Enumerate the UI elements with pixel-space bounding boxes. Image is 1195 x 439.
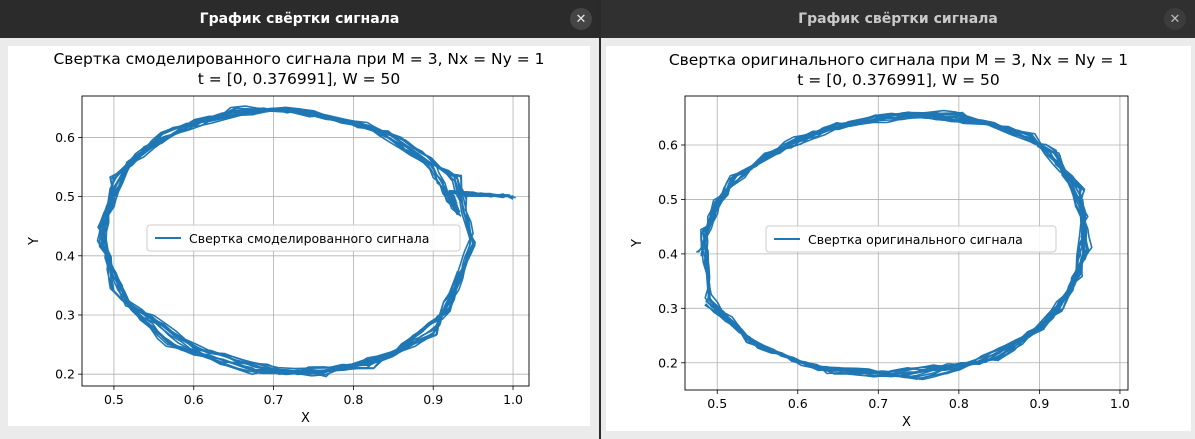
x-axis-label: X <box>301 411 310 426</box>
x-tick-label: 0.8 <box>949 396 969 411</box>
axes-frame <box>684 95 1129 391</box>
x-axis-label: X <box>902 415 911 430</box>
convolution-chart-simulated: Свертка смоделированного сигнала при M =… <box>27 50 545 426</box>
plot-window-simulated: График свёртки сигнала ✕ Свертка смодели… <box>0 0 599 439</box>
y-tick-label: 0.4 <box>55 248 75 263</box>
series-line <box>96 108 511 378</box>
y-tick-label: 0.6 <box>658 138 678 153</box>
chart-title-line1: Свертка смоделированного сигнала при M =… <box>53 50 544 68</box>
figure-canvas: Свертка смоделированного сигнала при M =… <box>8 46 590 426</box>
x-tick-label: 0.9 <box>1029 396 1049 411</box>
y-tick-label: 0.3 <box>55 307 75 322</box>
chart-title-line1: Свертка оригинального сигнала при M = 3,… <box>669 51 1128 69</box>
legend-label: Свертка смоделированного сигнала <box>189 231 429 246</box>
x-tick-label: 0.5 <box>104 392 124 407</box>
figure-canvas: Свертка оригинального сигнала при M = 3,… <box>606 46 1191 431</box>
x-tick-label: 0.8 <box>343 392 363 407</box>
title-bar[interactable]: График свёртки сигнала ✕ <box>601 0 1195 38</box>
close-icon[interactable]: ✕ <box>570 8 592 30</box>
y-tick-label: 0.2 <box>55 367 75 382</box>
title-bar[interactable]: График свёртки сигнала ✕ <box>0 0 599 38</box>
y-tick-label: 0.2 <box>658 355 678 370</box>
axes-frame <box>81 95 530 387</box>
close-icon[interactable]: ✕ <box>1164 8 1186 30</box>
y-tick-label: 0.3 <box>658 301 678 316</box>
x-tick-label: 0.7 <box>868 396 888 411</box>
convolution-chart-original: Свертка оригинального сигнала при M = 3,… <box>630 51 1130 430</box>
legend-box <box>765 225 1057 253</box>
x-tick-label: 1.0 <box>503 392 523 407</box>
legend-box <box>146 224 461 252</box>
x-tick-label: 0.7 <box>264 392 284 407</box>
y-tick-label: 0.5 <box>658 192 678 207</box>
legend-label: Свертка оригинального сигнала <box>808 232 1023 247</box>
window-title: График свёртки сигнала <box>798 11 998 27</box>
x-tick-label: 0.6 <box>184 392 204 407</box>
series-line <box>695 111 1090 380</box>
window-title: График свёртки сигнала <box>199 11 400 27</box>
chart-legend: Свертка смоделированного сигнала <box>146 224 461 252</box>
y-tick-label: 0.4 <box>658 246 678 261</box>
chart-title-line2: t = [0, 0.376991], W = 50 <box>198 70 400 88</box>
y-axis-label: Y <box>630 239 645 248</box>
y-tick-label: 0.6 <box>55 130 75 145</box>
chart-title-line2: t = [0, 0.376991], W = 50 <box>797 71 999 89</box>
x-tick-label: 0.5 <box>707 396 727 411</box>
plot-window-original: График свёртки сигнала ✕ Свертка оригина… <box>599 0 1195 439</box>
x-tick-label: 0.9 <box>423 392 443 407</box>
y-tick-label: 0.5 <box>55 189 75 204</box>
series-line <box>98 107 509 375</box>
x-tick-label: 1.0 <box>1110 396 1130 411</box>
y-axis-label: Y <box>27 237 42 246</box>
chart-legend: Свертка оригинального сигнала <box>765 225 1057 253</box>
x-tick-label: 0.6 <box>788 396 808 411</box>
